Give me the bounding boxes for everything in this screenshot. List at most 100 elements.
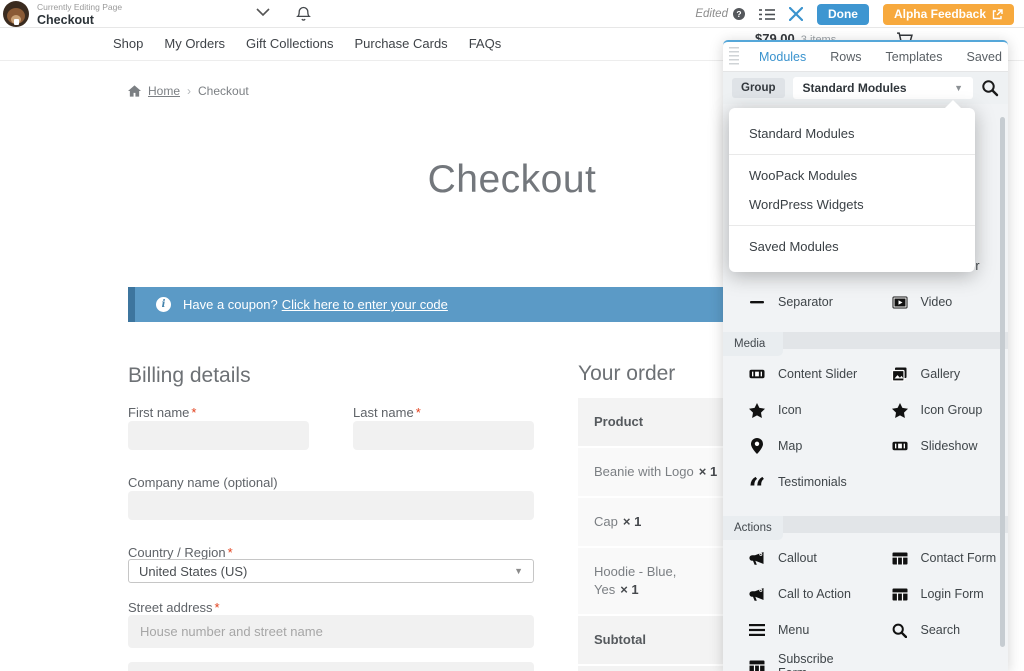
order-row: Beanie with Logo × 1 — [578, 448, 736, 496]
tab-rows[interactable]: Rows — [830, 49, 862, 64]
module-item-video[interactable]: Video — [866, 284, 1009, 320]
dropdown-item-woopack-modules[interactable]: WooPack Modules — [749, 168, 858, 183]
dropdown-group: Standard Modules — [729, 113, 975, 154]
module-item-icon-group[interactable]: Icon Group — [866, 392, 1009, 428]
close-icon[interactable] — [788, 7, 803, 21]
dropdown-item-saved-modules[interactable]: Saved Modules — [749, 239, 839, 254]
breadcrumb-separator: › — [187, 84, 192, 98]
required-mark: * — [227, 545, 233, 560]
panel-tabbar: Modules Rows Templates Saved — [723, 42, 1008, 72]
module-item-label: Testimonials — [778, 475, 847, 489]
home-icon — [128, 85, 141, 97]
alpha-feedback-button[interactable]: Alpha Feedback — [882, 3, 1014, 25]
module-item-label: Video — [920, 295, 953, 309]
section-header-label: Media — [723, 332, 783, 356]
module-item-label: Callout — [778, 551, 817, 565]
module-item-label: Search — [920, 623, 961, 637]
gallery-icon — [892, 366, 908, 382]
nav-link-gift-collections[interactable]: Gift Collections — [246, 36, 334, 51]
form-icon — [749, 658, 765, 671]
builder-topbar: Currently Editing Page Checkout Edited ? — [0, 0, 1024, 28]
menu-icon — [749, 622, 765, 638]
module-item-gallery[interactable]: Gallery — [866, 356, 1009, 392]
order-heading: Your order — [578, 362, 676, 385]
first-name-label: First name * — [128, 405, 197, 420]
chevron-down-icon: ▼ — [514, 566, 523, 576]
nav-link-shop[interactable]: Shop — [113, 36, 144, 51]
editing-page-title: Checkout — [37, 12, 94, 27]
module-item-label: Icon Group — [920, 403, 983, 417]
module-item-icon[interactable]: Icon — [723, 392, 866, 428]
breadcrumb-home-link[interactable]: Home — [148, 84, 181, 98]
nav-link-faqs[interactable]: FAQs — [468, 36, 502, 51]
form-icon — [892, 550, 908, 566]
info-icon: i — [156, 297, 171, 312]
module-group-select[interactable]: Standard Modules ▼ — [792, 77, 973, 99]
order-row-label: Subtotal — [594, 632, 646, 647]
company-field[interactable] — [128, 491, 534, 520]
module-item-label: Icon — [778, 403, 802, 417]
tab-templates[interactable]: Templates — [885, 49, 943, 64]
country-label: Country / Region * — [128, 545, 233, 560]
module-item-callout[interactable]: Callout — [723, 540, 866, 576]
module-item-testimonials[interactable]: “ Testimonials — [723, 464, 866, 505]
panel-scrollbar[interactable] — [1000, 117, 1005, 647]
tab-saved[interactable]: Saved — [966, 49, 1002, 64]
street-address-field[interactable] — [128, 615, 534, 648]
address-line2-field[interactable] — [128, 662, 534, 671]
last-name-label: Last name * — [353, 405, 421, 420]
dropdown-item-standard-modules[interactable]: Standard Modules — [749, 126, 855, 141]
tab-modules[interactable]: Modules — [759, 49, 807, 64]
external-link-icon — [992, 8, 1003, 19]
last-name-field[interactable] — [353, 421, 534, 450]
order-row: Product — [578, 398, 736, 446]
notifications-bell-icon[interactable] — [296, 6, 311, 22]
dropdown-item-wordpress-widgets[interactable]: WordPress Widgets — [749, 197, 864, 212]
order-row: Cap × 1 — [578, 498, 736, 546]
nav-link-purchase-cards[interactable]: Purchase Cards — [354, 36, 448, 51]
group-dropdown-menu: Standard Modules WooPack Modules WordPress… — [729, 100, 975, 272]
breadcrumb-current: Checkout — [198, 84, 249, 98]
module-grid: Callout Contact Form Call to Action Login F… — [723, 540, 1008, 671]
module-item-separator[interactable]: Separator — [723, 284, 866, 320]
module-list: PhotoText EditorSeparatorVideoMediaConte… — [723, 248, 1008, 671]
currently-editing: Currently Editing Page Checkout — [37, 2, 123, 27]
module-item-map[interactable]: Map — [723, 428, 866, 464]
section-header-media: Media — [723, 332, 1008, 356]
separator-icon — [749, 294, 765, 310]
country-select[interactable]: United States (US) ▼ — [128, 559, 534, 583]
module-item-login-form[interactable]: Login Form — [866, 576, 1009, 612]
module-item-label: Menu — [778, 623, 810, 637]
module-item-slideshow[interactable]: Slideshow — [866, 428, 1009, 464]
chevron-down-icon[interactable] — [256, 8, 270, 17]
module-item-content-slider[interactable]: Content Slider — [723, 356, 866, 392]
order-row: Shipping — [578, 666, 736, 671]
help-icon[interactable]: ? — [732, 8, 745, 20]
section-header-actions: Actions — [723, 516, 1008, 540]
breadcrumb: Home › Checkout — [128, 84, 249, 98]
editing-caption: Currently Editing Page — [37, 2, 123, 12]
street-address-label: Street address * — [128, 600, 220, 615]
module-item-menu[interactable]: Menu — [723, 612, 866, 648]
dropdown-group: Saved Modules — [729, 225, 975, 267]
group-filter-label: Group — [732, 78, 785, 98]
module-item-call-to-action[interactable]: Call to Action — [723, 576, 866, 612]
module-item-subscribe-form[interactable]: Subscribe Form — [723, 648, 866, 671]
module-grid: Content Slider Gallery Icon Icon Group Map Sl… — [723, 356, 1009, 505]
beaver-builder-logo[interactable] — [3, 1, 29, 27]
panel-drag-handle[interactable] — [729, 47, 739, 66]
nav-link-my-orders[interactable]: My Orders — [164, 36, 226, 51]
order-row: Hoodie - Blue, Yes × 1 — [578, 548, 736, 614]
done-button[interactable]: Done — [816, 3, 869, 25]
module-item-label: Content Slider — [778, 367, 858, 381]
slideshow-icon — [891, 438, 908, 454]
first-name-field[interactable] — [128, 421, 309, 450]
coupon-link[interactable]: Click here to enter your code — [281, 297, 448, 312]
billing-heading: Billing details — [128, 364, 251, 387]
section-header-strip — [783, 516, 1008, 533]
search-icon[interactable] — [981, 79, 999, 97]
star-icon — [891, 402, 908, 418]
outline-panel-icon[interactable] — [758, 8, 775, 21]
module-item-search[interactable]: Search — [866, 612, 1009, 648]
module-item-contact-form[interactable]: Contact Form — [866, 540, 1009, 576]
